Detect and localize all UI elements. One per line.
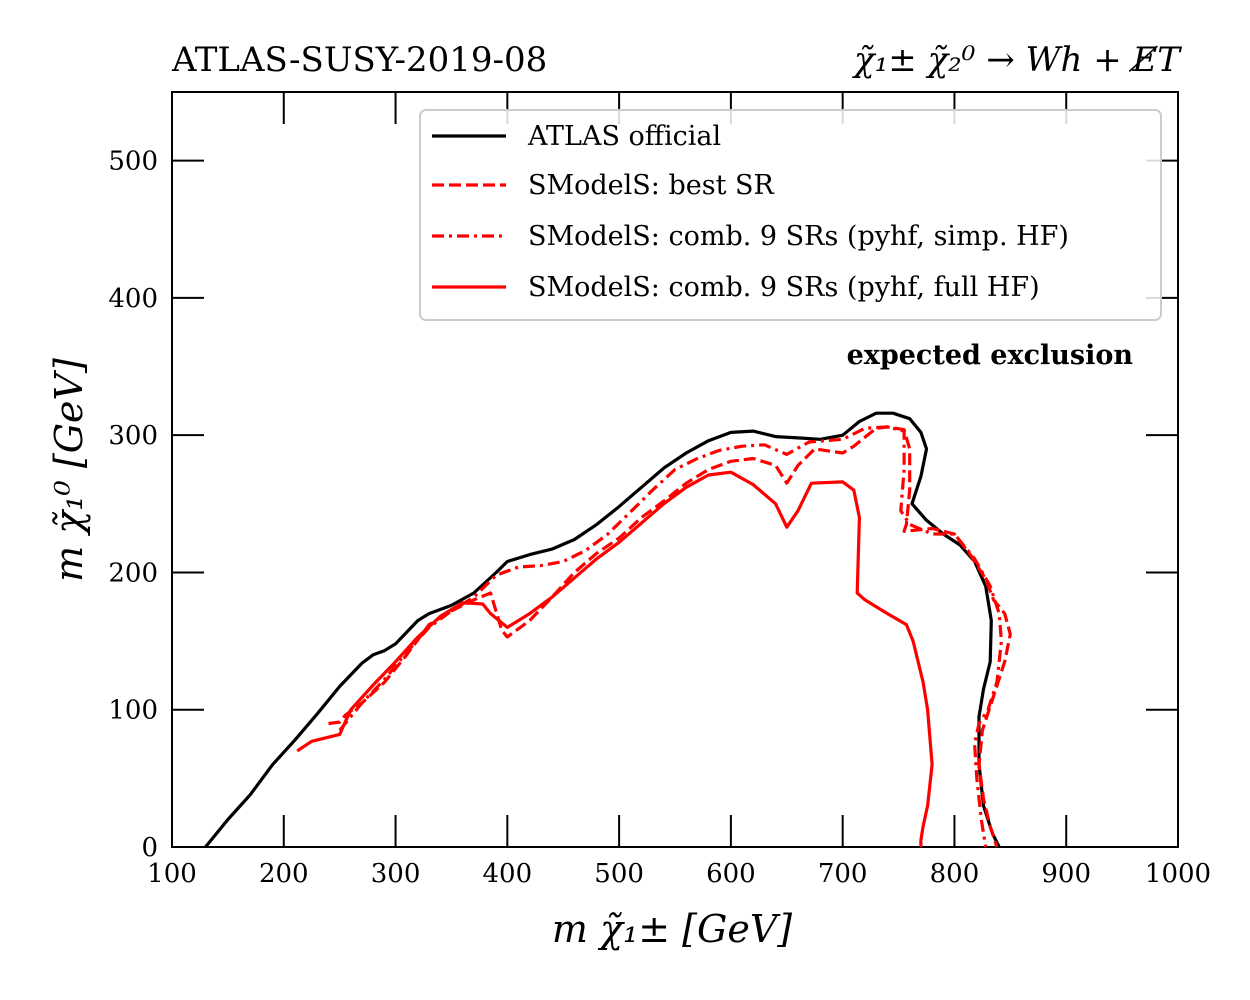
plot-area — [171, 91, 1179, 848]
x-tick-label: 100 — [147, 859, 197, 889]
x-tick-label: 700 — [818, 859, 868, 889]
series-line-0 — [204, 411, 1001, 849]
x-tick-label: 200 — [259, 859, 309, 889]
legend-label-best-sr: SModelS: best SR — [528, 170, 775, 201]
axis-ticks: 100 200 300 400 500 600 700 800 900 1000010020030… — [108, 92, 1211, 889]
chart-title-left: ATLAS-SUSY-2019-08 — [171, 40, 547, 80]
x-tick-label: 800 — [930, 859, 980, 889]
y-tick-label: 400 — [108, 284, 158, 314]
y-tick-label: 300 — [108, 421, 158, 451]
chart-title-right: χ̃₁± χ̃₂⁰ → Wh + E̸T — [852, 40, 1182, 80]
y-axis-title: m χ̃₁⁰ [GeV] — [47, 358, 91, 582]
y-tick-label: 500 — [108, 147, 158, 177]
y-tick-label: 200 — [108, 558, 158, 588]
x-tick-label: 400 — [483, 859, 533, 889]
legend: ATLAS official SModelS: best SR SModelS:… — [419, 109, 1162, 321]
series-line-3 — [296, 470, 934, 847]
x-axis-title: m χ̃₁± [GeV] — [552, 907, 792, 951]
expected-exclusion-label: expected exclusion — [847, 340, 1134, 371]
x-tick-label: 900 — [1041, 859, 1091, 889]
x-tick-label: 300 — [371, 859, 421, 889]
x-tick-label: 1000 — [1145, 859, 1211, 889]
legend-label-full-hf: SModelS: comb. 9 SRs (pyhf, full HF) — [528, 272, 1040, 303]
series-line-2 — [338, 425, 1004, 848]
series-line-1 — [328, 425, 1012, 848]
series-layer — [204, 411, 1012, 849]
legend-label-simp-hf: SModelS: comb. 9 SRs (pyhf, simp. HF) — [528, 221, 1069, 252]
legend-box — [419, 109, 1162, 321]
legend-label-atlas-official: ATLAS official — [527, 121, 721, 152]
x-tick-label: 500 — [594, 859, 644, 889]
y-tick-label: 100 — [108, 696, 158, 726]
x-tick-label: 600 — [706, 859, 756, 889]
y-tick-label: 0 — [141, 833, 158, 863]
